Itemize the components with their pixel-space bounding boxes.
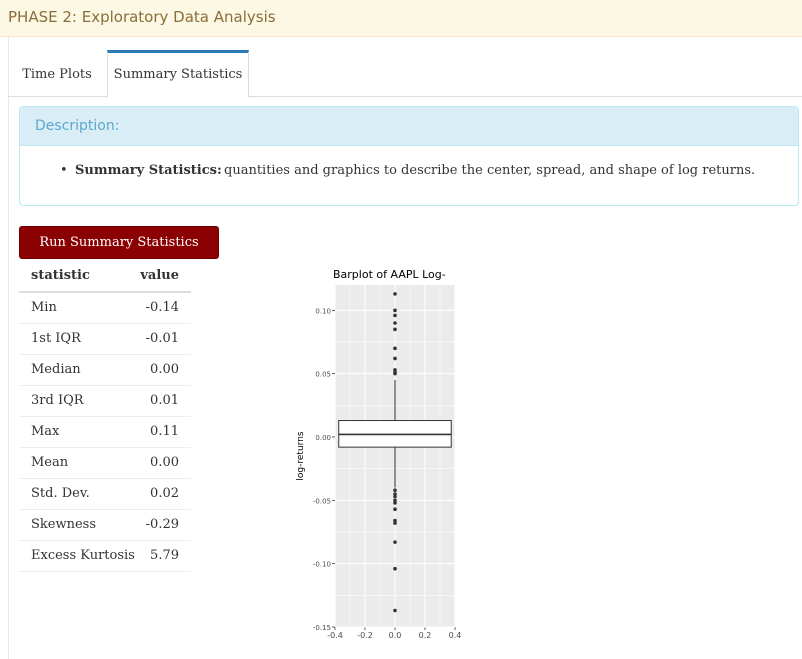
row-value: -0.29: [145, 517, 179, 532]
outlier-point: [393, 501, 397, 505]
boxplot-chart: Barplot of AAPL Log- -0.4 -0.2 0.0 0.2 0.4 -0.…: [290, 262, 470, 647]
row-value: 5.79: [150, 548, 179, 563]
outlier-point: [393, 540, 397, 544]
outlier-point: [393, 313, 397, 318]
phase-title: PHASE 2: Exploratory Data Analysis: [8, 8, 276, 26]
x-tick-label: -0.4: [327, 631, 343, 640]
chart-title: Barplot of AAPL Log-: [333, 268, 446, 281]
outlier-point: [393, 498, 397, 503]
outlier-point: [393, 308, 397, 313]
description-item-text: quantities and graphics to describe the …: [224, 163, 756, 178]
table-header: statistic value: [19, 261, 191, 293]
row-statistic: Std. Dev.: [31, 486, 90, 501]
bullet-icon: •: [60, 163, 68, 178]
x-tick-label: 0.0: [389, 631, 402, 640]
outlier-point: [393, 521, 397, 525]
outlier-point: [393, 321, 397, 325]
outlier-point: [393, 494, 397, 499]
tab-time-plots[interactable]: Time Plots: [22, 67, 92, 82]
x-tick-label: -0.2: [357, 631, 373, 640]
description-item-label: Summary Statistics:: [75, 163, 222, 178]
y-tick-label: -0.05: [313, 497, 331, 505]
row-value: 0.02: [150, 486, 179, 501]
x-tick-label: 0.2: [419, 631, 432, 640]
outlier-point: [393, 346, 397, 351]
row-statistic: Median: [31, 362, 81, 377]
outlier-point: [393, 608, 397, 613]
table-row: Excess Kurtosis 5.79: [19, 541, 191, 572]
header-statistic: statistic: [31, 268, 90, 283]
row-value: -0.01: [145, 331, 179, 346]
outlier-point: [393, 566, 397, 571]
outlier-point: [393, 368, 397, 372]
table-row: Skewness -0.29: [19, 510, 191, 541]
row-statistic: 1st IQR: [31, 331, 81, 346]
row-statistic: Max: [31, 424, 60, 439]
table-row: 1st IQR -0.01: [19, 324, 191, 355]
row-value: 0.01: [150, 393, 179, 408]
table-row: Min -0.14: [19, 293, 191, 324]
outlier-point: [393, 356, 397, 361]
row-value: 0.00: [150, 455, 179, 470]
phase-header: PHASE 2: Exploratory Data Analysis: [0, 0, 802, 37]
header-value: value: [140, 268, 179, 283]
row-statistic: 3rd IQR: [31, 393, 84, 408]
table-row: Median 0.00: [19, 355, 191, 386]
x-tick-label: 0.4: [449, 631, 462, 640]
summary-statistics-table: statistic value Min -0.14 1st IQR -0.01 Me…: [19, 261, 191, 572]
row-statistic: Mean: [31, 455, 69, 470]
row-statistic: Excess Kurtosis: [31, 548, 135, 563]
boxplot-svg: Barplot of AAPL Log- -0.4 -0.2 0.0 0.2 0.4 -0.…: [296, 268, 462, 640]
panel-body: [8, 37, 802, 659]
y-tick-label: 0.05: [315, 371, 331, 379]
outlier-point: [393, 507, 397, 511]
row-statistic: Skewness: [31, 517, 97, 532]
table-row: 3rd IQR 0.01: [19, 386, 191, 417]
row-value: -0.14: [145, 300, 179, 315]
y-tick-label: -0.15: [313, 624, 331, 632]
outlier-point: [393, 488, 397, 492]
table-row: Std. Dev. 0.02: [19, 479, 191, 510]
outlier-point: [393, 518, 397, 523]
outlier-point: [393, 371, 397, 376]
y-axis-label: log-returns: [296, 431, 306, 480]
run-summary-statistics-button[interactable]: Run Summary Statistics: [19, 226, 219, 259]
outlier-point: [393, 492, 397, 496]
tab-summary-statistics[interactable]: Summary Statistics: [107, 50, 249, 98]
description-panel: Description: • Summary Statistics: quant…: [19, 106, 799, 206]
row-value: 0.11: [150, 424, 179, 439]
row-statistic: Min: [31, 300, 57, 315]
y-tick-label: 0.00: [315, 434, 331, 442]
y-tick-label: -0.10: [313, 561, 331, 569]
description-header: Description:: [20, 107, 798, 146]
table-row: Max 0.11: [19, 417, 191, 448]
row-value: 0.00: [150, 362, 179, 377]
y-tick-label: 0.10: [315, 307, 331, 315]
outlier-point: [393, 327, 397, 332]
table-row: Mean 0.00: [19, 448, 191, 479]
tab-bar: Time Plots Summary Statistics: [8, 50, 802, 98]
description-heading: Description:: [35, 118, 120, 134]
outlier-point: [393, 292, 397, 296]
